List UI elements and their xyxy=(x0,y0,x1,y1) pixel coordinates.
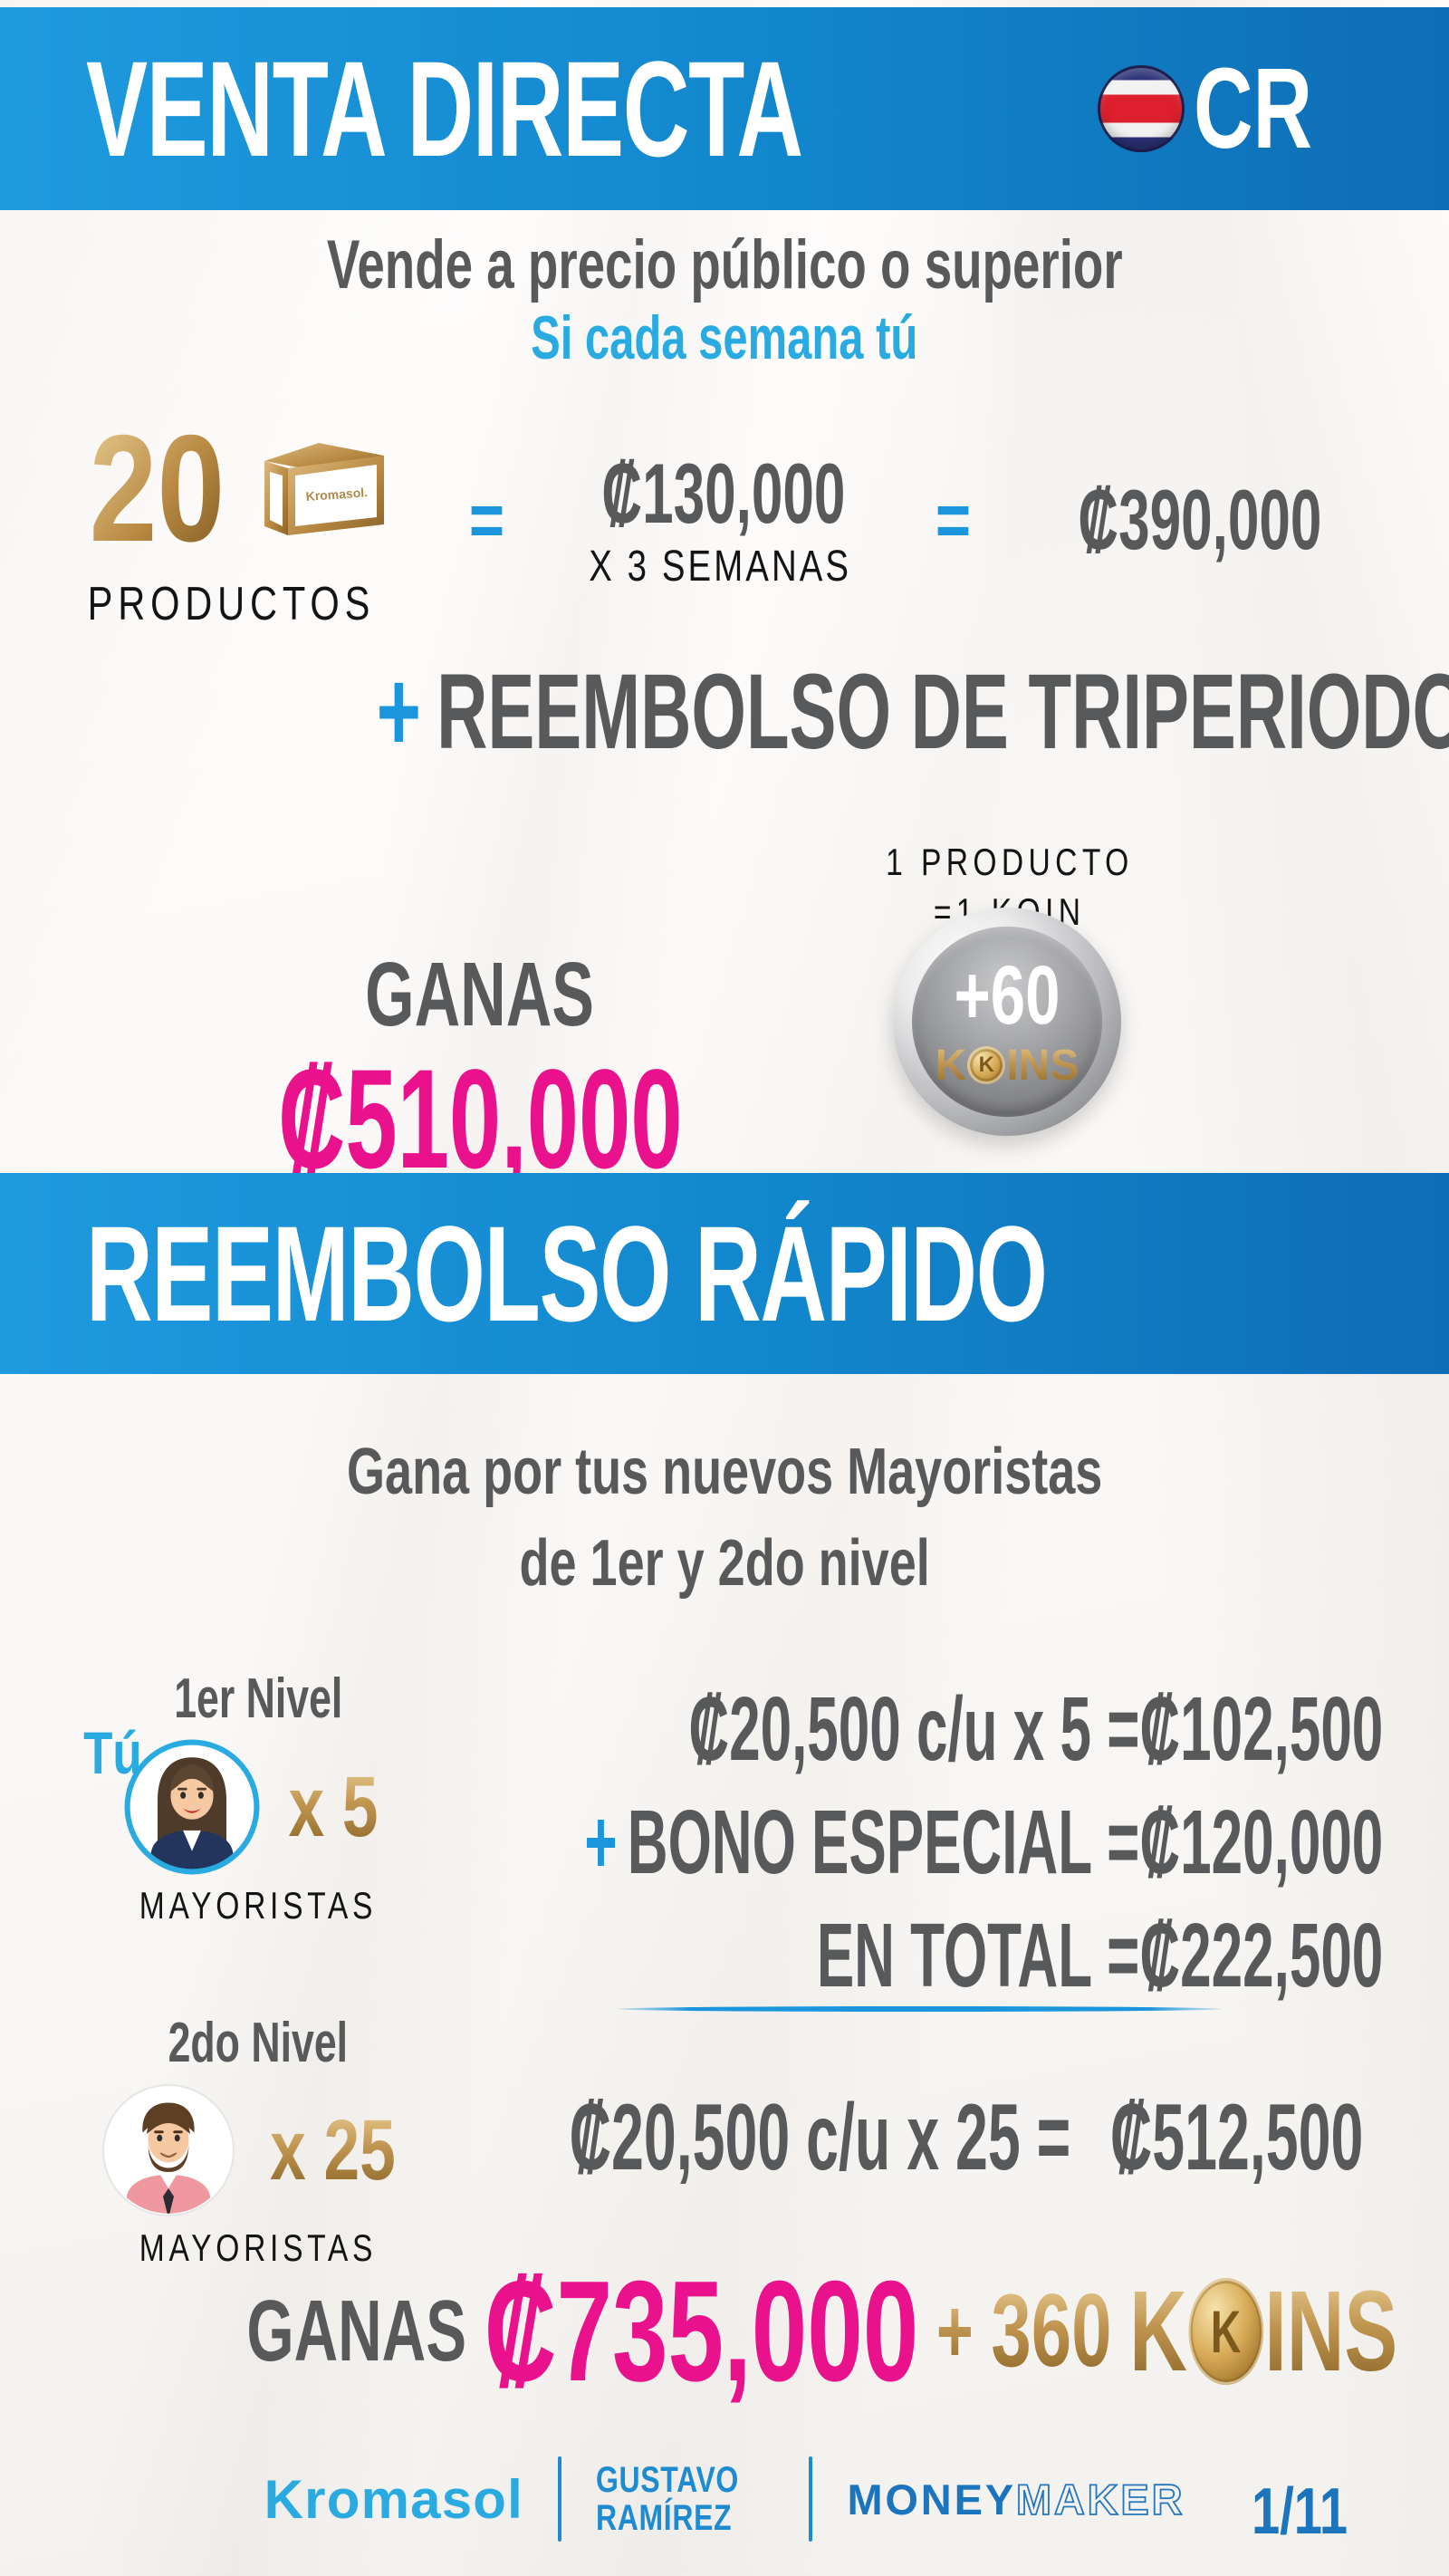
rebate-line: + REEMBOLSO DE TRIPERIODO = ₡120,000 xyxy=(0,654,1449,770)
koins-medal: +60 K K INS xyxy=(893,908,1121,1136)
costa-rica-flag-icon xyxy=(1098,65,1185,152)
weekly-amount-column: ₡130,000 X 3 SEMANAS xyxy=(539,451,901,589)
page-indicator: 1/11 xyxy=(1251,2475,1348,2548)
header-banner: VENTA DIRECTA CR xyxy=(0,7,1449,210)
footer-divider-1 xyxy=(557,2456,561,2542)
level1-multiplier: x 5 xyxy=(288,1758,379,1855)
level1-row2-label: + BONO ESPECIAL = xyxy=(584,1792,1140,1893)
level1-row1-label: ₡20,500 c/u x 5 = xyxy=(688,1678,1140,1780)
koins-big-letters-ins: INS xyxy=(1264,2267,1398,2395)
equals-sign-2: = xyxy=(935,476,972,562)
level1-row3-value: ₡222,500 xyxy=(1139,1905,1384,2006)
level1-woman-avatar xyxy=(124,1739,260,1875)
level2-row-label: ₡20,500 c/u x 25 = xyxy=(569,2085,1070,2190)
level2-block: 2do Nivel xyxy=(63,2015,453,2267)
section-divider-line xyxy=(616,2006,1223,2012)
earnings-total: GANAS ₡735,000 + 360 K K INS xyxy=(0,2260,1449,2403)
koins-medal-inner: +60 K K INS xyxy=(912,927,1102,1117)
plus-sign: + xyxy=(376,647,421,776)
earnings2-amount: ₡735,000 xyxy=(484,2252,919,2411)
level2-calculation: ₡20,500 c/u x 25 = ₡512,500 xyxy=(82,2091,1363,2185)
koin-note-line-1: 1 PRODUCTO xyxy=(886,841,1134,883)
subtitle-line-1: Gana por tus nuevos Mayoristas xyxy=(346,1436,1103,1508)
level2-avatar-row: x 25 xyxy=(63,2082,453,2218)
section2-title: REEMBOLSO RÁPIDO xyxy=(86,1197,1048,1350)
moneymaker-logo: MONEY MAKER xyxy=(847,2475,1185,2524)
level1-calculations: ₡20,500 c/u x 5 = ₡102,500 + BONO ESPECIA… xyxy=(68,1677,1384,2008)
equals-sign-1: = xyxy=(468,476,505,562)
box-brand-text: Kromasol. xyxy=(306,485,369,504)
earnings1-label: GANAS xyxy=(365,944,595,1045)
koins-big-letter-k: K xyxy=(1129,2267,1187,2395)
level1-block: Tú 1er Nivel x 5 xyxy=(63,1671,453,1925)
level2-man-avatar xyxy=(101,2083,235,2217)
sale-equation: 20 Kromasol. PRODUCTOS = ₡130, xyxy=(27,412,1422,628)
you-label: Tú xyxy=(83,1719,142,1786)
section2-subtitle: Gana por tus nuevos Mayoristas de 1er y … xyxy=(0,1427,1449,1610)
intro-line-2: Si cada semana tú xyxy=(531,303,918,372)
koins-brand-small: K K INS xyxy=(936,1041,1080,1091)
level1-avatar-row: x 5 xyxy=(63,1738,453,1876)
subtotal-column: ₡390,000 xyxy=(1005,477,1395,562)
subtitle-line-2: de 1er y 2do nivel xyxy=(519,1526,930,1600)
products-column: 20 Kromasol. PRODUCTOS xyxy=(27,412,435,628)
distributor-name: GUSTAVO RAMÍREZ xyxy=(596,2461,774,2538)
koin-coin-icon: K xyxy=(967,1046,1006,1084)
distributor-last-name: RAMÍREZ xyxy=(595,2498,733,2538)
moneymaker-outline-part: MAKER xyxy=(1015,2475,1185,2524)
level2-members-label: MAYORISTAS xyxy=(139,2226,378,2269)
products-label: PRODUCTOS xyxy=(87,578,375,630)
kromasol-logo: Kromasol xyxy=(264,2468,523,2530)
koins-medal-value: +60 xyxy=(954,948,1060,1042)
country-code: CR xyxy=(1194,44,1313,172)
footer-divider-2 xyxy=(809,2456,813,2542)
moneymaker-bold-part: MONEY xyxy=(847,2475,1016,2523)
level1-row3-label: EN TOTAL = xyxy=(816,1905,1140,2006)
koin-coin-icon-large: K xyxy=(1188,2278,1263,2385)
earnings2-koins-value: 360 xyxy=(991,2273,1112,2389)
rebate-label: REEMBOLSO DE TRIPERIODO xyxy=(437,652,1449,772)
weekly-amount: ₡130,000 xyxy=(601,446,846,541)
level2-row-value: ₡512,500 xyxy=(1109,2085,1363,2190)
section2-banner: REEMBOLSO RÁPIDO xyxy=(0,1173,1449,1374)
distributor-first-name: GUSTAVO xyxy=(595,2459,739,2500)
weeks-multiplier: X 3 SEMANAS xyxy=(589,543,851,591)
page-title: VENTA DIRECTA xyxy=(86,33,803,185)
koins-letter-k: K xyxy=(935,1041,967,1090)
level1-members-label: MAYORISTAS xyxy=(139,1884,378,1927)
earnings2-plus: + xyxy=(936,2281,974,2382)
level1-title: 1er Nivel xyxy=(173,1668,343,1730)
product-quantity: 20 xyxy=(89,403,225,573)
earnings2-label: GANAS xyxy=(246,2283,467,2379)
intro-line-1: Vende a precio público o superior xyxy=(326,226,1123,303)
koins-brand-large: K K INS xyxy=(1129,2274,1397,2389)
level2-multiplier: x 25 xyxy=(269,2101,396,2198)
subtotal-amount: ₡390,000 xyxy=(1078,472,1322,567)
intro-block: Vende a precio público o superior Si cad… xyxy=(0,226,1449,372)
level2-title: 2do Nivel xyxy=(168,2012,349,2074)
country-flag-group: CR xyxy=(1098,52,1358,166)
footer: Kromasol GUSTAVO RAMÍREZ MONEY MAKER xyxy=(0,2456,1449,2542)
level1-row1-value: ₡102,500 xyxy=(1139,1678,1384,1780)
level1-row2-value: ₡120,000 xyxy=(1139,1792,1384,1893)
koins-letters-ins: INS xyxy=(1006,1041,1080,1090)
earnings1-amount: ₡510,000 xyxy=(277,1041,683,1198)
kromasol-box-icon: Kromasol. xyxy=(264,443,385,535)
earnings-direct-sale: GANAS ₡510,000 xyxy=(91,949,869,1190)
